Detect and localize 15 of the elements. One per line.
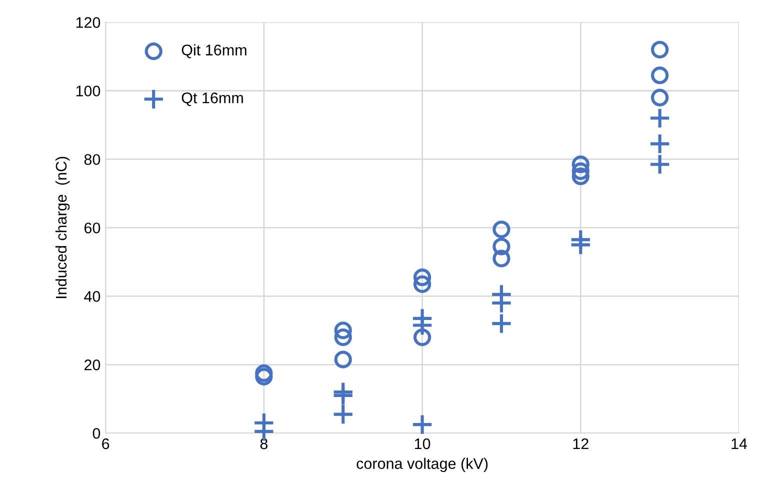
- x-axis-title: corona voltage (kV): [356, 458, 488, 472]
- legend-label: Qt 16mm: [182, 92, 243, 106]
- y-tick-label: 120: [76, 17, 100, 28]
- y-tick-label: 20: [84, 360, 100, 370]
- x-tick-label: 12: [573, 438, 588, 450]
- x-tick-label: 14: [732, 438, 748, 450]
- y-tick-label: 100: [76, 86, 100, 96]
- y-axis-title: Induced charge (nC): [55, 156, 70, 298]
- y-tick-label: 40: [84, 291, 100, 302]
- y-tick-label: 80: [84, 154, 100, 165]
- y-tick-label: 0: [92, 428, 100, 439]
- x-tick-label: 10: [414, 438, 430, 450]
- legend-label: Qit 16mm: [182, 44, 246, 58]
- x-tick-label: 6: [102, 438, 110, 450]
- y-tick-label: 60: [84, 222, 100, 234]
